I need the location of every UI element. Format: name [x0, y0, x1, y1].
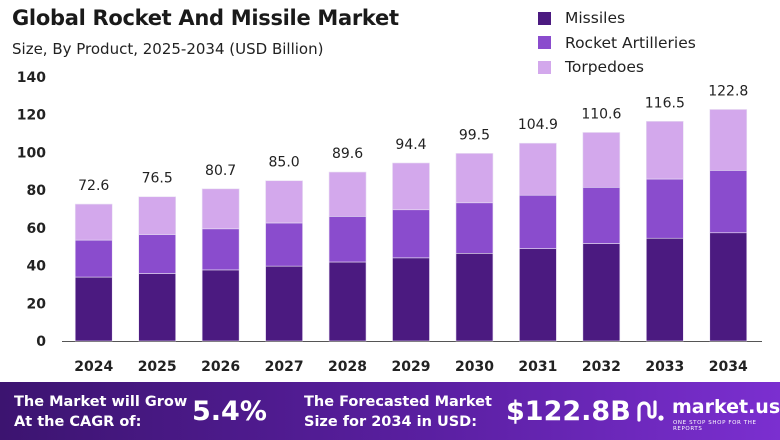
bar-segment-rocket-artilleries	[265, 222, 303, 267]
bar-total-label: 99.5	[459, 127, 490, 143]
bar-total-label: 72.6	[78, 178, 109, 194]
bar-segment-missiles	[74, 276, 113, 342]
bar-segment-missiles	[709, 232, 748, 342]
x-tick-label: 2031	[518, 359, 557, 375]
y-tick-label: 120	[17, 108, 46, 124]
bar-segment-rocket-artilleries	[74, 239, 113, 278]
forecast-label-line1: The Forecasted Market	[304, 394, 492, 410]
stacked-bar-chart: 0 20 40 60 80 100 120 140 72.6 2024 76.5 2025 80.7 20…	[17, 70, 762, 375]
bar-segment-rocket-artilleries	[646, 178, 684, 239]
y-tick-label: 0	[36, 334, 46, 350]
chart-title: Global Rocket And Missile Market	[12, 6, 399, 30]
legend-item-torpedoes: Torpedoes	[538, 55, 696, 80]
bar-segment-torpedoes	[392, 162, 430, 211]
bar-segment-torpedoes	[328, 171, 367, 217]
bar-total-label: 94.4	[395, 137, 426, 153]
y-tick-label: 60	[27, 221, 47, 237]
bar-segment-torpedoes	[455, 153, 494, 204]
bar-segment-rocket-artilleries	[138, 234, 176, 274]
bar-segment-missiles	[646, 237, 684, 342]
forecast-label: The Forecasted Market Size for 2034 in U…	[304, 392, 492, 432]
cagr-label-line2: At the CAGR of:	[14, 414, 142, 430]
x-tick-label: 2030	[455, 359, 494, 375]
legend-label-missiles: Missiles	[565, 9, 626, 28]
x-tick-label: 2027	[265, 359, 304, 375]
bar-total-label: 76.5	[142, 171, 173, 187]
x-tick-label: 2026	[201, 359, 240, 375]
x-tick-label: 2032	[582, 359, 621, 375]
footer-banner: The Market will Grow At the CAGR of: 5.4…	[0, 382, 780, 440]
legend-item-rocket-artilleries: Rocket Artilleries	[538, 31, 696, 56]
x-tick-label: 2028	[328, 359, 367, 375]
market-us-logo-icon	[637, 400, 664, 422]
bar-segment-rocket-artilleries	[519, 194, 557, 249]
chart-subtitle: Size, By Product, 2025-2034 (USD Billion…	[12, 40, 324, 58]
bar-total-label: 116.5	[645, 95, 685, 111]
bar-segment-missiles	[328, 261, 367, 342]
y-tick-label: 40	[27, 259, 47, 275]
brand-name: market.us	[672, 396, 780, 418]
bar-segment-torpedoes	[138, 196, 176, 235]
bar-segment-missiles	[519, 248, 557, 342]
bar-segment-torpedoes	[201, 188, 240, 230]
bar-total-label: 89.6	[332, 146, 363, 162]
x-tick-label: 2033	[645, 359, 684, 375]
legend-swatch-rocket-artilleries	[538, 36, 551, 50]
bar-total-label: 80.7	[205, 163, 236, 179]
legend-label-torpedoes: Torpedoes	[565, 58, 644, 77]
y-tick-label: 100	[17, 145, 46, 161]
y-tick-label: 20	[27, 296, 47, 312]
forecast-value: $122.8B	[506, 396, 631, 427]
x-tick-label: 2029	[392, 359, 431, 375]
forecast-label-line2: Size for 2034 in USD:	[304, 414, 478, 430]
bar-segment-missiles	[201, 269, 240, 342]
bar-segment-missiles	[582, 243, 621, 342]
bar-segment-missiles	[455, 253, 494, 342]
bar-segment-torpedoes	[582, 132, 621, 188]
x-tick-label: 2025	[138, 359, 177, 375]
x-tick-label: 2034	[709, 359, 748, 375]
bar-total-label: 85.0	[269, 155, 300, 171]
brand-tagline: ONE STOP SHOP FOR THE REPORTS	[673, 420, 757, 432]
bar-total-label: 122.8	[708, 83, 748, 99]
bar-segment-rocket-artilleries	[582, 187, 621, 244]
bar-segment-rocket-artilleries	[201, 228, 240, 271]
bar-segment-torpedoes	[519, 142, 557, 196]
bar-segment-missiles	[138, 273, 176, 342]
legend-swatch-missiles	[538, 11, 551, 25]
bar-segment-torpedoes	[265, 180, 303, 224]
cagr-value: 5.4%	[192, 396, 267, 427]
y-tick-label: 80	[27, 183, 47, 199]
legend-label-rocket-artilleries: Rocket Artilleries	[565, 33, 696, 52]
bar-segment-torpedoes	[74, 203, 113, 241]
bar-segment-missiles	[265, 265, 303, 342]
bar-segment-rocket-artilleries	[709, 170, 748, 234]
legend-swatch-torpedoes	[538, 60, 551, 74]
x-tick-label: 2024	[74, 359, 113, 375]
cagr-label-line1: The Market will Grow	[14, 394, 188, 410]
bar-segment-rocket-artilleries	[455, 202, 494, 254]
legend: Missiles Rocket Artilleries Torpedoes	[538, 6, 696, 80]
bar-total-label: 110.6	[581, 106, 621, 122]
bar-segment-torpedoes	[646, 121, 684, 180]
bar-segment-missiles	[392, 257, 430, 342]
bar-segment-torpedoes	[709, 109, 748, 171]
legend-item-missiles: Missiles	[538, 6, 696, 31]
bar-segment-rocket-artilleries	[392, 209, 430, 259]
bar-segment-rocket-artilleries	[328, 216, 367, 263]
y-tick-label: 140	[17, 70, 46, 86]
bar-total-label: 104.9	[518, 117, 558, 133]
cagr-label: The Market will Grow At the CAGR of:	[14, 392, 187, 432]
